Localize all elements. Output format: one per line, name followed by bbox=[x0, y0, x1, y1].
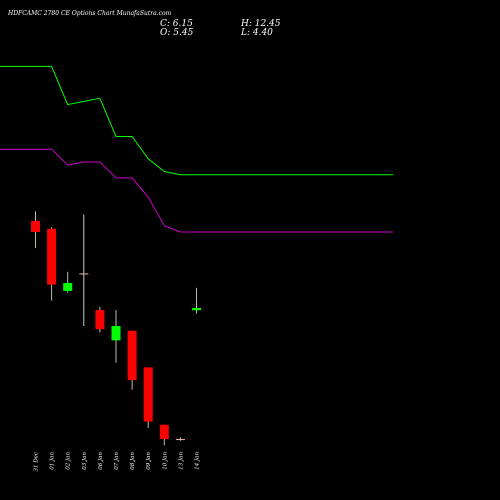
x-tick-label: 14 Jan bbox=[195, 452, 201, 470]
upper-band-line bbox=[0, 65, 393, 176]
candle-body bbox=[47, 228, 57, 285]
x-tick-label: 08 Jan bbox=[130, 452, 136, 470]
candle-body bbox=[79, 273, 89, 275]
open-value: O: 5.45 bbox=[160, 28, 194, 38]
x-tick-label: 09 Jan bbox=[146, 452, 152, 470]
x-tick-label: 10 Jan bbox=[162, 452, 168, 470]
candle-body bbox=[175, 439, 185, 441]
x-tick-label: 31 Dec bbox=[34, 452, 40, 472]
candle-body bbox=[192, 308, 201, 311]
high-value: H: 12.45 bbox=[241, 19, 281, 29]
x-tick-label: 02 Jan bbox=[66, 452, 72, 470]
close-value: C: 6.15 bbox=[160, 19, 193, 29]
candle-body bbox=[111, 326, 121, 341]
candle-body bbox=[127, 330, 137, 381]
candle-body bbox=[63, 283, 73, 291]
candle-body bbox=[159, 424, 169, 440]
low-value: L: 4.40 bbox=[241, 28, 273, 38]
x-tick-label: 01 Jan bbox=[50, 452, 56, 470]
candle-body bbox=[143, 367, 153, 422]
x-tick-label: 13 Jan bbox=[178, 452, 184, 470]
x-tick-label: 06 Jan bbox=[98, 452, 104, 470]
chart-title: HDFCAMC 2780 CE Options Chart MunafaSutr… bbox=[8, 10, 172, 17]
candle-body bbox=[95, 310, 105, 330]
x-tick-label: 07 Jan bbox=[114, 452, 120, 470]
lower-band-line bbox=[0, 148, 393, 233]
x-tick-label: 03 Jan bbox=[82, 452, 88, 470]
candle-body bbox=[31, 220, 40, 233]
